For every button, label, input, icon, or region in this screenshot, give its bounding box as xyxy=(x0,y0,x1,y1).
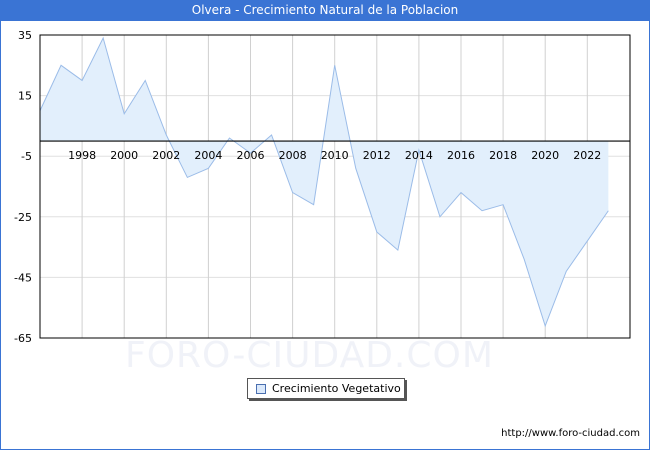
x-tick-label: 2008 xyxy=(279,149,307,162)
x-tick-label: 1998 xyxy=(68,149,96,162)
x-tick-label: 2002 xyxy=(152,149,180,162)
y-tick-label: -5 xyxy=(21,150,32,163)
source-url: http://www.foro-ciudad.com xyxy=(501,428,640,439)
x-tick-label: 2014 xyxy=(405,149,433,162)
area-fill xyxy=(40,38,609,326)
legend-swatch-icon xyxy=(256,384,266,394)
legend-label: Crecimiento Vegetativo xyxy=(272,382,401,395)
x-tick-label: 2016 xyxy=(447,149,475,162)
chart-title: Olvera - Crecimiento Natural de la Pobla… xyxy=(0,0,650,21)
x-tick-label: 2020 xyxy=(531,149,559,162)
x-tick-label: 2004 xyxy=(194,149,222,162)
y-tick-label: 15 xyxy=(18,90,32,103)
y-tick-label: -45 xyxy=(14,271,32,284)
y-tick-label: 35 xyxy=(18,29,32,42)
watermark: FORO-CIUDAD.COM xyxy=(125,335,494,376)
x-tick-label: 2010 xyxy=(321,149,349,162)
series-line xyxy=(39,36,609,328)
legend: Crecimiento Vegetativo xyxy=(247,378,405,399)
x-tick-label: 2000 xyxy=(110,149,138,162)
x-tick-label: 2006 xyxy=(237,149,265,162)
y-tick-label: -25 xyxy=(14,211,32,224)
x-tick-label: 2022 xyxy=(573,149,601,162)
y-tick-label: -65 xyxy=(14,332,32,345)
plot-border xyxy=(39,34,631,339)
x-tick-label: 2012 xyxy=(363,149,391,162)
x-tick-label: 2018 xyxy=(489,149,517,162)
